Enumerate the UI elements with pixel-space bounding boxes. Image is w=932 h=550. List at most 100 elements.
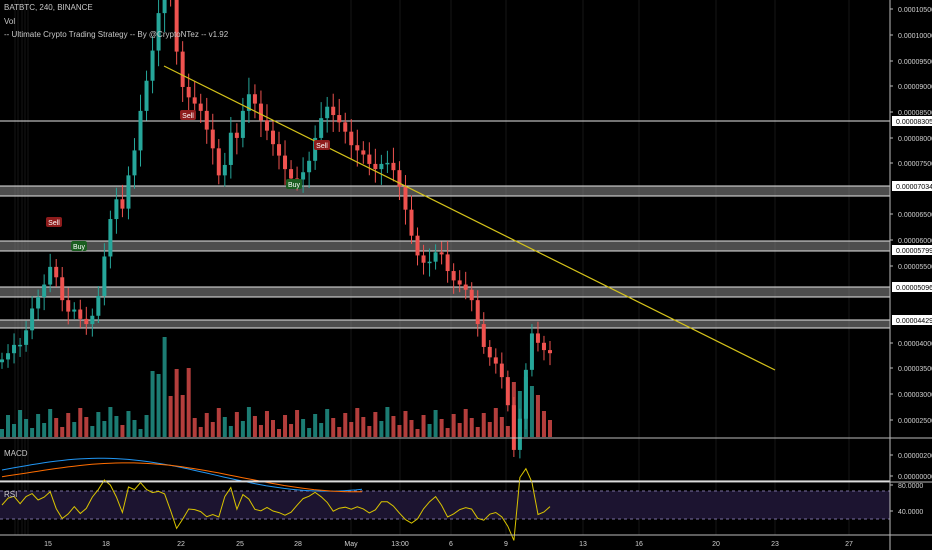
volume-bar <box>258 425 263 437</box>
volume-bar <box>204 413 209 437</box>
candle-body <box>277 144 282 156</box>
volume-bar <box>469 418 474 437</box>
candle-body <box>307 160 312 173</box>
candle-body <box>156 13 161 51</box>
trendline[interactable] <box>163 65 776 371</box>
candle-body <box>301 172 306 180</box>
candle-body <box>120 199 125 209</box>
candle-body <box>180 51 185 87</box>
candle-body <box>421 255 426 263</box>
volume-bar <box>216 408 221 437</box>
price-marker-label: 0.00005799 <box>896 248 932 255</box>
volume-bar <box>391 416 396 437</box>
volume-bar <box>361 417 366 437</box>
volume-bar <box>150 371 155 437</box>
candle-body <box>475 300 480 325</box>
price-tick-label: 0.00004000 <box>898 341 932 348</box>
candle-body <box>252 94 257 104</box>
time-axis[interactable]: 15 18 22 25 28 May 13:00 6 9 13 16 20 23 27 <box>44 541 853 548</box>
price-axis[interactable]: 0.00010500 0.00010000 0.00009500 0.00009000… <box>890 7 932 516</box>
signal-line <box>1 462 363 493</box>
candle-body <box>331 106 336 116</box>
macd-pane-label: MACD <box>4 449 28 458</box>
volume-bar <box>307 428 312 437</box>
candle-body <box>451 271 456 281</box>
descending-trendline[interactable] <box>163 65 776 371</box>
candle-body <box>66 300 71 312</box>
price-marker-label: 0.00004429 <box>896 318 932 325</box>
candle-body <box>403 186 408 210</box>
volume-bar <box>463 409 468 437</box>
volume-bar <box>313 414 318 437</box>
candle-body <box>246 94 251 111</box>
candlestick-series <box>0 0 552 459</box>
candle-body <box>367 154 372 164</box>
price-tick-label: 40.0000 <box>898 509 923 516</box>
volume-bar <box>156 374 161 437</box>
time-tick-label: 16 <box>635 541 643 548</box>
volume-bar <box>385 407 390 437</box>
candle-body <box>12 344 17 354</box>
candle-body <box>493 357 498 364</box>
candle-body <box>198 103 203 111</box>
volume-bar <box>499 417 504 437</box>
volume-bar <box>403 411 408 437</box>
volume-bar <box>252 416 257 437</box>
price-tick-label: 0.00002500 <box>898 418 932 425</box>
volume-bar <box>481 413 486 437</box>
sell-signal-box <box>314 140 330 150</box>
candle-body <box>385 162 390 165</box>
volume-bar <box>162 337 167 437</box>
macd-line <box>1 457 363 492</box>
price-tick-label: 0.00010000 <box>898 33 932 40</box>
rsi-band <box>0 490 890 520</box>
candle-body <box>96 296 101 316</box>
candle-body <box>433 252 438 262</box>
candle-body <box>264 120 269 131</box>
volume-bar <box>84 417 89 437</box>
volume-bar <box>132 420 137 437</box>
volume-bar <box>126 411 131 437</box>
volume-bar <box>102 421 107 437</box>
candle-body <box>138 110 143 151</box>
candle-body <box>337 115 342 123</box>
candle-body <box>409 209 414 236</box>
volume-bar <box>548 420 552 437</box>
candle-body <box>114 199 119 220</box>
price-tick-label: 0.00008000 <box>898 136 932 143</box>
sell-signal-label: Sell <box>316 143 328 150</box>
volume-bar <box>277 429 282 437</box>
zone-3 <box>0 320 890 328</box>
volume-bar <box>283 415 288 437</box>
volume-bar <box>457 423 462 437</box>
candle-body <box>144 80 149 111</box>
volume-bar <box>144 415 149 437</box>
candle-body <box>192 97 197 104</box>
volume-bar <box>174 369 179 437</box>
candle-body <box>150 50 155 81</box>
candle-body <box>210 129 215 149</box>
volume-bar <box>349 422 354 437</box>
price-tick-label: 0.00007500 <box>898 161 932 168</box>
candle-body <box>6 353 11 360</box>
price-marker-box <box>892 245 932 255</box>
candle-body <box>325 106 330 119</box>
volume-bar <box>120 425 125 437</box>
volume-series <box>0 337 552 437</box>
signal-markers: Sell Buy Sell Sell Buy <box>46 110 330 251</box>
volume-bar <box>493 408 498 437</box>
candle-body <box>36 297 41 309</box>
price-marker-box <box>892 315 932 325</box>
buy-signal-label: Buy <box>288 182 301 189</box>
support-resistance-zones <box>0 186 890 328</box>
strategy-indicator-label: -- Ultimate Crypto Trading Strategy -- B… <box>4 30 229 39</box>
candle-body <box>343 122 348 132</box>
candle-body <box>234 132 239 138</box>
candle-body <box>391 162 396 171</box>
candle-body <box>469 289 474 301</box>
volume-bar <box>198 427 203 437</box>
candle-body <box>84 318 89 325</box>
time-tick-label: 15 <box>44 541 52 548</box>
volume-bar <box>96 412 101 437</box>
